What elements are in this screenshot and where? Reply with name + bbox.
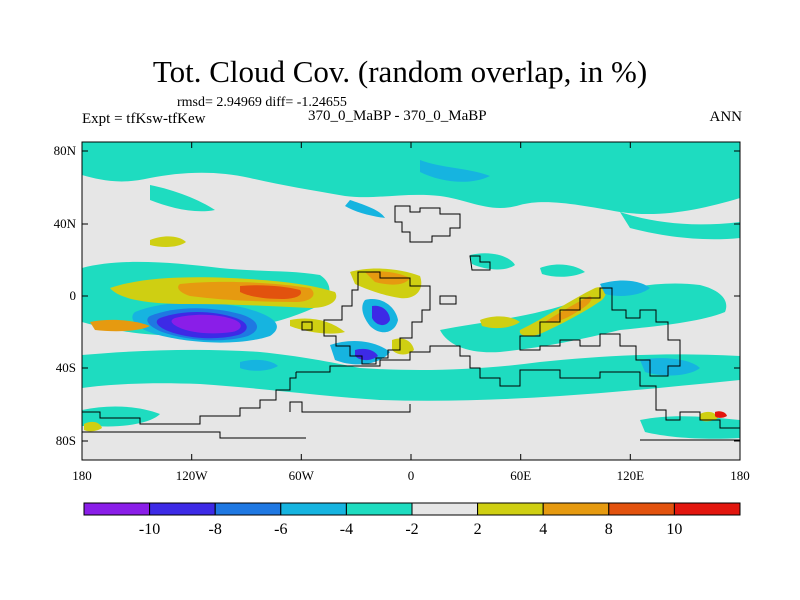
small-island-outlines <box>301 255 491 331</box>
colorbar-level-label: 2 <box>474 521 482 538</box>
y-tick-label: 40N <box>54 216 77 231</box>
colorbar-box <box>280 502 347 516</box>
y-tick-marks <box>82 150 740 442</box>
northern-high-latitude-negative <box>82 142 740 215</box>
y-tick-label: 80N <box>54 143 77 158</box>
x-tick-marks <box>81 142 741 460</box>
x-tick-label: 180 <box>72 468 92 483</box>
contour-fields <box>82 142 740 460</box>
colorbar-level-label: 8 <box>605 521 613 538</box>
south-atlantic-negative-core <box>372 305 390 326</box>
colorbar-box <box>214 502 282 516</box>
colorbar-box <box>477 502 544 516</box>
southern-ocean-deeper-negative <box>240 358 700 376</box>
central-continent-outline <box>323 271 431 365</box>
colorbar-level-label: 4 <box>539 521 547 538</box>
colorbar-level-label: 10 <box>666 521 682 538</box>
x-tick-label: 120E <box>617 468 645 483</box>
south-continent-outline <box>296 345 740 429</box>
case-label: 370_0_MaBP - 370_0_MaBP <box>308 108 487 124</box>
colorbar-box <box>542 502 610 516</box>
x-tick-label: 120W <box>176 468 209 483</box>
east-continent-outline <box>519 287 681 377</box>
colorbar-level-label: -4 <box>340 521 353 538</box>
colorbar-level-label: -8 <box>209 521 222 538</box>
south-america-negative-core <box>355 348 378 361</box>
colorbar-level-label: -6 <box>274 521 287 538</box>
southern-landmass-outline <box>82 372 740 441</box>
x-tick-label: 0 <box>408 468 415 483</box>
x-tick-label: 60E <box>510 468 531 483</box>
chart-title: Tot. Cloud Cov. (random overlap, in %) <box>152 54 648 89</box>
colorbar-box <box>608 502 675 516</box>
rmsd-diff-stats: rmsd= 2.94969 diff= -1.24655 <box>177 95 347 110</box>
northern-mid-latitude-negative-patches <box>150 185 740 240</box>
y-tick-label: 80S <box>56 433 76 448</box>
colorbar-box <box>673 502 741 516</box>
y-tick-label: 40S <box>56 360 76 375</box>
north-pacific-deeper-negative <box>345 160 490 218</box>
north-continent-outline <box>394 205 461 243</box>
colorbar-box <box>411 502 479 516</box>
east-asia-negative <box>470 253 585 277</box>
antarctic-coast-negative <box>82 406 740 439</box>
indian-ocean-negative-band <box>440 283 727 353</box>
colorbar-box <box>345 502 413 516</box>
season-label: ANN <box>709 109 743 125</box>
colorbar-level-label: -10 <box>139 521 160 538</box>
colorbar-box <box>83 502 151 516</box>
east-pacific-negative-core <box>171 314 241 334</box>
colorbar: -10 -8 -6 -4 -2 2 4 8 10 <box>83 502 741 538</box>
east-pacific-positive-core <box>240 285 302 299</box>
colorbar-box <box>149 502 216 516</box>
tropical-west-positive <box>90 319 150 332</box>
x-tick-label: 180 <box>730 468 750 483</box>
experiment-label: Expt = tfKsw-tfKew <box>82 111 206 127</box>
x-tick-label: 60W <box>289 468 315 483</box>
y-tick-label: 0 <box>70 288 77 303</box>
coastlines <box>82 205 740 441</box>
colorbar-level-label: -2 <box>405 521 418 538</box>
antarctic-strong-positive <box>715 411 727 418</box>
